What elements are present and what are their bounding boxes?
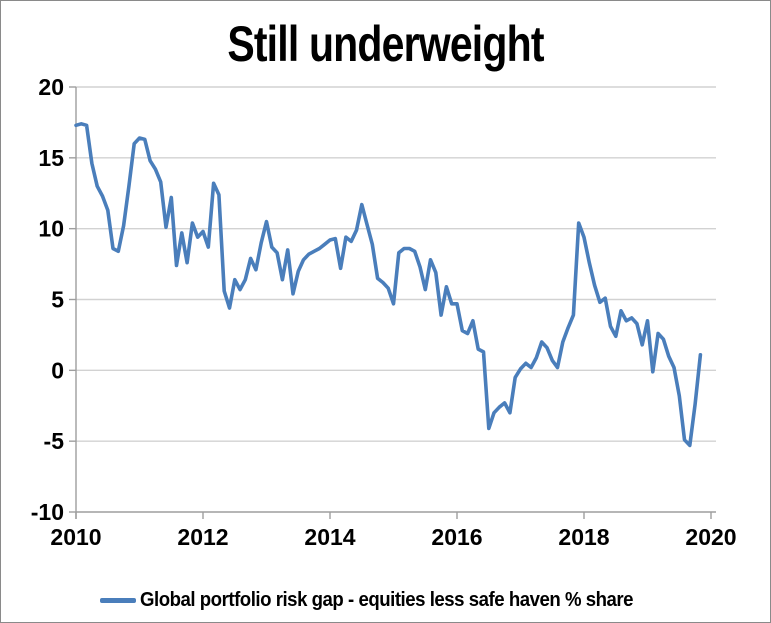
legend: Global portfolio risk gap - equities les… <box>1 584 770 616</box>
y-tick-label: 15 <box>38 145 64 171</box>
x-tick-label: 2016 <box>431 524 482 550</box>
y-tick-label: 10 <box>38 216 64 242</box>
y-tick-label: -10 <box>31 499 64 525</box>
x-tick-label: 2010 <box>50 524 101 550</box>
x-tick-label: 2014 <box>304 524 355 550</box>
y-tick-label: 20 <box>38 74 64 100</box>
data-series-line <box>74 122 703 448</box>
chart-title: Still underweight <box>227 16 544 72</box>
y-tick-label: 5 <box>51 287 64 313</box>
x-tick-label: 2020 <box>685 524 736 550</box>
legend-line-marker <box>100 597 137 603</box>
legend-label: Global portfolio risk gap - equities les… <box>140 588 634 611</box>
x-tick-label: 2018 <box>558 524 609 550</box>
x-tick-label: 2012 <box>177 524 228 550</box>
y-tick-label: 0 <box>51 357 64 383</box>
y-tick-label: -5 <box>44 428 65 454</box>
